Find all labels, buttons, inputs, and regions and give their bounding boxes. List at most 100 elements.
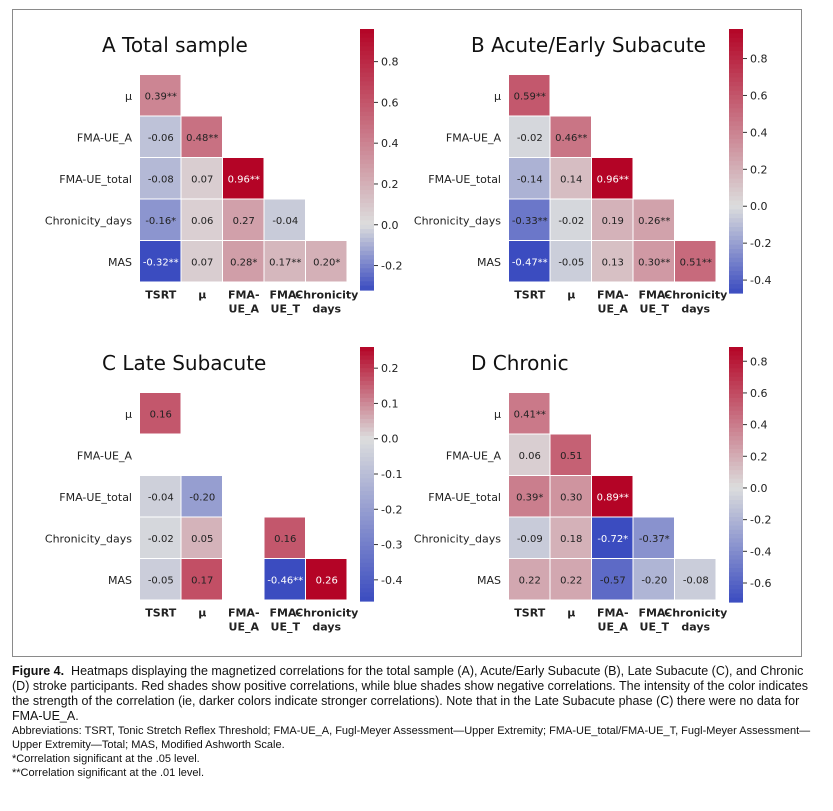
panel-b-col-label: UE_A — [598, 303, 629, 316]
panel-b-cell-label: -0.33** — [512, 216, 548, 227]
panel-a-row-label: FMA-UE_total — [59, 173, 132, 186]
panel-d-colorbar-tick-label: 0.2 — [750, 450, 768, 463]
panel-c-cell-label: 0.17 — [191, 575, 213, 586]
panel-d-colorbar-tick-label: 0.0 — [750, 482, 768, 495]
panel-d-colorbar-segment — [729, 393, 743, 399]
panel-a-colorbar-segment — [360, 37, 374, 43]
panel-a-colorbar-segment — [360, 137, 374, 143]
panel-a-colorbar-segment — [360, 98, 374, 104]
panel-a-colorbar-segment — [360, 276, 374, 282]
panel-a-cell-label: -0.04 — [272, 216, 298, 227]
panel-a-cell — [264, 241, 305, 282]
panel-b-colorbar-segment — [729, 112, 743, 118]
panel-a-colorbar-segment — [360, 168, 374, 174]
panel-a-cell-label: 0.27 — [233, 216, 255, 227]
panel-b-colorbar-segment — [729, 139, 743, 144]
panel-c-cell — [181, 476, 222, 517]
panel-d-colorbar-segment — [729, 423, 743, 429]
panel-c-cell — [140, 559, 181, 600]
panel-c-colorbar-segment — [360, 469, 374, 475]
panel-d-cell-label: -0.37* — [639, 534, 670, 545]
panel-a-colorbar-segment — [360, 281, 374, 287]
panel-b-colorbar-segment — [729, 130, 743, 136]
panel-c-cell-label: 0.05 — [191, 534, 213, 545]
panel-d-colorbar-segment — [729, 427, 743, 433]
panel-c-row-label: μ — [125, 408, 132, 421]
panel-c-col-label: Chronicity — [295, 607, 358, 620]
panel-b-colorbar-segment — [729, 266, 743, 272]
panel-a-cell — [140, 116, 181, 157]
panel-c-row-label: Chronicity_days — [45, 532, 132, 545]
panel-a-colorbar-tick-label: 0.6 — [381, 96, 399, 109]
panel-c-colorbar-segment — [360, 440, 374, 445]
panel-c-colorbar-segment — [360, 596, 374, 602]
panel-b-cell — [550, 116, 591, 157]
panel-a-col-label: μ — [198, 289, 206, 302]
panel-a-colorbar-segment — [360, 237, 374, 243]
panel-b-colorbar-segment — [729, 169, 743, 175]
panel-d-colorbar-segment — [729, 580, 743, 586]
panel-b-colorbar-segment — [729, 117, 743, 122]
panel-b-col-label: TSRT — [514, 289, 545, 302]
panel-c-colorbar-segment — [360, 524, 374, 530]
panel-a-colorbar-segment — [360, 211, 374, 217]
panel-d-colorbar-segment — [729, 512, 743, 518]
panel-c-cell-label: 0.16 — [150, 409, 172, 420]
panel-a-cell-label: 0.17** — [269, 257, 301, 268]
panel-c-cell-label: -0.04 — [148, 492, 174, 503]
panel-a-cell-label: -0.16* — [145, 216, 176, 227]
panel-a-colorbar-segment — [360, 55, 374, 61]
panel-d-colorbar-segment — [729, 364, 743, 369]
panel-d-colorbar-segment — [729, 470, 743, 476]
panel-a-cell-label: 0.07 — [191, 174, 213, 185]
panel-c-colorbar-segment — [360, 385, 374, 390]
panel-c-cell — [264, 517, 305, 558]
panel-b-colorbar-tick-label: -0.2 — [750, 237, 771, 250]
panel-d-colorbar-segment — [729, 389, 743, 395]
panel-b-cell — [592, 199, 633, 240]
panel-a-col-label: Chronicity — [295, 289, 358, 302]
panel-b-colorbar-segment — [729, 222, 743, 228]
panel-a-colorbar-segment — [360, 181, 374, 187]
panel-b-cell — [550, 199, 591, 240]
panel-c-colorbar-segment — [360, 389, 374, 395]
panel-d-colorbar-tick-label: -0.2 — [750, 514, 771, 527]
panel-c-colorbar-tick-label: -0.2 — [381, 503, 402, 516]
panel-b-cell-label: -0.14 — [517, 174, 543, 185]
panel-d-colorbar-tick-label: 0.8 — [750, 355, 768, 368]
panel-c-col-label: TSRT — [145, 607, 176, 620]
panel-d-colorbar-tick-label: 0.4 — [750, 419, 768, 432]
panel-c-colorbar-segment — [360, 495, 374, 500]
panel-b-col-label: FMA- — [638, 289, 670, 302]
panel-b-colorbar-segment — [729, 209, 743, 215]
panel-c-colorbar-segment — [360, 562, 374, 568]
caption-note-05: *Correlation significant at the .05 leve… — [12, 753, 200, 765]
panel-c-cell-label: 0.26 — [316, 575, 338, 586]
panel-a-colorbar-segment — [360, 85, 374, 91]
panel-a-cell — [181, 199, 222, 240]
panel-d-colorbar-segment — [729, 593, 743, 599]
panel-b-colorbar-segment — [729, 103, 743, 109]
panel-a-cell-label: 0.07 — [191, 257, 213, 268]
panel-c-cell-label: -0.05 — [148, 575, 174, 586]
panel-b-row-label: FMA-UE_A — [446, 131, 502, 144]
panel-a-colorbar-segment — [360, 59, 374, 65]
panel-a-colorbar-segment — [360, 233, 374, 239]
panel-c-col-label: UE_T — [271, 621, 301, 634]
panel-a-col-label: days — [312, 303, 341, 316]
panel-a-cell-label: -0.06 — [148, 133, 174, 144]
panel-a-colorbar-tick-label: 0.2 — [381, 178, 399, 191]
panel-b-colorbar-segment — [729, 33, 743, 39]
panel-c-colorbar-tick-label: 0.0 — [381, 433, 399, 446]
panel-d-colorbar-segment — [729, 355, 743, 361]
panel-b-col-label: FMA- — [597, 289, 629, 302]
panel-a-colorbar-segment — [360, 255, 374, 261]
panel-a-colorbar-segment — [360, 172, 374, 178]
panel-d-colorbar-segment — [729, 385, 743, 391]
panel-a-cell-label: 0.28* — [230, 257, 257, 268]
panel-a-colorbar-segment — [360, 163, 374, 169]
panel-a-colorbar-segment — [360, 242, 374, 248]
panel-a-colorbar-segment — [360, 72, 374, 78]
panel-b-colorbar-segment — [729, 152, 743, 158]
panel-b-colorbar-segment — [729, 95, 743, 100]
